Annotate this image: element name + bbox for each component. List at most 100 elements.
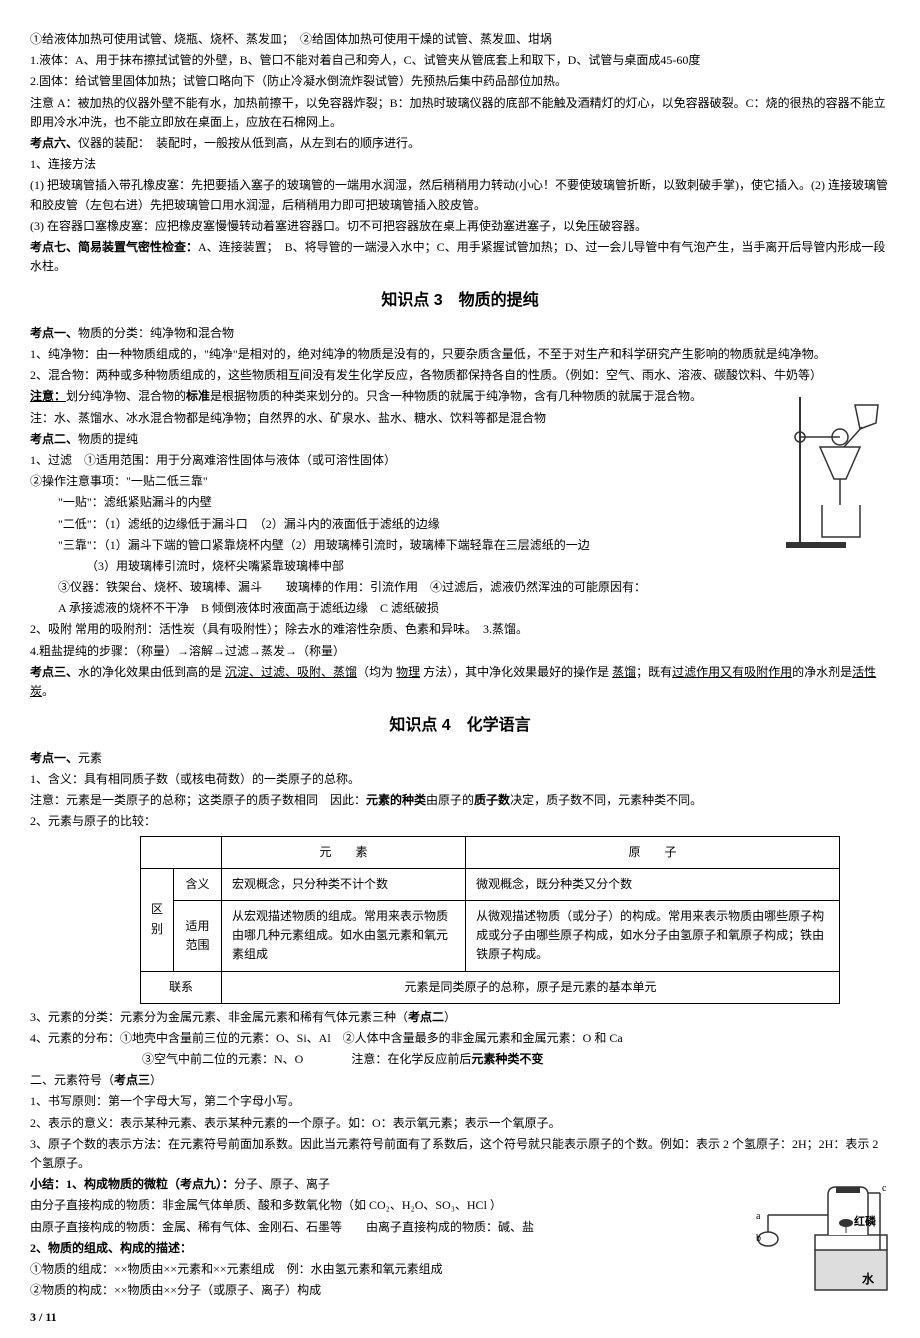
text-span: 考点二 — [408, 1010, 444, 1024]
table-cell: 含义 — [174, 868, 222, 900]
text-span: 3、元素的分类：元素分为金属元素、非金属元素和稀有气体元素三种（ — [30, 1010, 408, 1024]
text-span: 物理 — [396, 665, 420, 679]
text-line: 1、纯净物：由一种物质组成的，"纯净"是相对的，绝对纯净的物质是没有的，只要杂质… — [30, 345, 890, 364]
table-row: 联系 元素是同类原子的总称，原子是元素的基本单元 — [141, 971, 840, 1003]
text-line: ②操作注意事项："一贴二低三靠" — [30, 472, 890, 491]
text-span: 仪器的装配： 装配时，一般按从低到高，从左到右的顺序进行。 — [78, 136, 420, 150]
keypoint-label: 考点二、 — [30, 432, 78, 446]
text-line: 考点二、物质的提纯 — [30, 430, 890, 449]
table-cell: 微观概念，既分种类又分个数 — [466, 868, 840, 900]
diagram-label: 红磷 — [854, 1214, 877, 1228]
table-cell: 宏观概念，只分种类不计个数 — [222, 868, 466, 900]
text-line: 考点六、仪器的装配： 装配时，一般按从低到高，从左到右的顺序进行。 — [30, 134, 890, 153]
page-footer: 3 / 11 — [30, 1308, 890, 1327]
table-cell: 联系 — [141, 971, 222, 1003]
text-span: 。 — [42, 684, 54, 698]
text-line: 2、混合物：两种或多种物质组成的，这些物质相互间没有发生化学反应，各物质都保持各… — [30, 366, 890, 385]
table-header: 原 子 — [466, 836, 840, 868]
text-line: 考点三、水的净化效果由低到高的是 沉淀、过滤、吸附、蒸馏（均为 物理 方法），其… — [30, 663, 890, 701]
text-line: 注意 A：被加热的仪器外壁不能有水，加热前擦干，以免容器炸裂；B：加热时玻璃仪器… — [30, 94, 890, 132]
text-span: 由原子的 — [426, 793, 474, 807]
text-span: 分子、原子、离子 — [234, 1177, 330, 1191]
text-line: 注意：元素是一类原子的总称；这类原子的质子数相同 因此：元素的种类由原子的质子数… — [30, 791, 890, 810]
text-line: 考点七、简易装置气密性检查：A、连接装置； B、将导管的一端浸入水中；C、用手紧… — [30, 238, 890, 276]
text-line: 考点一、物质的分类：纯净物和混合物 — [30, 324, 890, 343]
text-line: 3、原子个数的表示方法：在元素符号前面加系数。因此当元素符号前面有了系数后，这个… — [30, 1135, 890, 1173]
text-span: 方法），其中净化效果最好的操作是 — [420, 665, 612, 679]
text-line: "二低"：（1）滤纸的边缘低于漏斗口 （2）漏斗内的液面低于滤纸的边缘 — [30, 515, 890, 534]
text-line: 二、元素符号（考点三） — [30, 1071, 890, 1090]
table-row: 适用范围 从宏观描述物质的组成。常用来表示物质由哪几种元素组成。如水由氢元素和氧… — [141, 900, 840, 971]
text-line: 1、连接方法 — [30, 155, 890, 174]
text-line: 注意：划分纯净物、混合物的标准是根据物质的种类来划分的。只含一种物质的就属于纯净… — [30, 387, 890, 406]
text-span: 小结：1、构成物质的微粒（考点九）： — [30, 1177, 234, 1191]
table-cell — [141, 836, 222, 868]
text-span: 水的净化效果由低到高的是 — [78, 665, 225, 679]
text-line: 2、吸附 常用的吸附剂：活性炭（具有吸附性）；除去水的难溶性杂质、色素和异味。 … — [30, 620, 890, 639]
text-span: 过滤作用又有吸附作用 — [672, 665, 792, 679]
section-heading: 知识点 3 物质的提纯 — [30, 288, 890, 314]
text-span: ③空气中前二位的元素：N、O 注意：在化学反应前后 — [142, 1052, 471, 1066]
text-line: 注：水、蒸馏水、冰水混合物都是纯净物；自然界的水、矿泉水、盐水、糖水、饮料等都是… — [30, 409, 890, 428]
text-span: 二、元素符号（ — [30, 1073, 114, 1087]
text-span: 蒸馏 — [612, 665, 636, 679]
text-span: 元素 — [78, 751, 102, 765]
text-line: "一贴"：滤纸紧贴漏斗的内壁 — [30, 493, 890, 512]
text-span: 决定，质子数不同，元素种类不同。 — [510, 793, 702, 807]
text-line: (1) 把玻璃管插入带孔橡皮塞：先把要插入塞子的玻璃管的一端用水润湿，然后稍稍用… — [30, 176, 890, 214]
text-span: ） — [150, 1073, 162, 1087]
keypoint-label: 考点六、 — [30, 136, 78, 150]
note-label: 注意： — [30, 389, 66, 403]
table-cell: 从微观描述物质（或分子）的构成。常用来表示物质由哪些原子构成或分子由哪些原子构成… — [466, 900, 840, 971]
text-span: 元素种类不变 — [471, 1052, 543, 1066]
text-line: （3）用玻璃棒引流时，烧杯尖嘴紧靠玻璃棒中部 — [30, 557, 890, 576]
text-line: (3) 在容器口塞橡皮塞：应把橡皮塞慢慢转动着塞进容器口。切不可把容器放在桌上再… — [30, 217, 890, 236]
text-line: 考点一、元素 — [30, 749, 890, 768]
text-span: 沉淀、过滤、吸附、蒸馏 — [225, 665, 357, 679]
text-line: 2、元素与原子的比较： — [30, 812, 890, 831]
combustion-diagram: a b c 红磷 水 — [750, 1175, 890, 1295]
keypoint-label: 考点一、 — [30, 751, 78, 765]
text-span: 注意：元素是一类原子的总称；这类原子的质子数相同 因此： — [30, 793, 366, 807]
text-span: 物质的分类：纯净物和混合物 — [78, 326, 234, 340]
text-line: 4.粗盐提纯的步骤：（称量）→溶解→过滤→蒸发→（称量） — [30, 642, 890, 661]
text-line: 2.固体：给试管里固体加热；试管口略向下（防止冷凝水倒流炸裂试管）先预热后集中药… — [30, 72, 890, 91]
keypoint-label: 考点一、 — [30, 326, 78, 340]
text-line: 4、元素的分布：①地壳中含量前三位的元素：O、Si、Al ②人体中含量最多的非金… — [30, 1029, 890, 1048]
text-line: 1、含义：具有相同质子数（或核电荷数）的一类原子的总称。 — [30, 770, 890, 789]
text-span: 的净水剂是 — [792, 665, 852, 679]
text-line: ③仪器：铁架台、烧杯、玻璃棒、漏斗 玻璃棒的作用：引流作用 ④过滤后，滤液仍然浑… — [30, 578, 890, 597]
text-line: A 承接滤液的烧杯不干净 B 倾倒液体时液面高于滤纸边缘 C 滤纸破损 — [30, 599, 890, 618]
text-line: 2、表示的意义：表示某种元素、表示某种元素的一个原子。如：O：表示氧元素；表示一… — [30, 1114, 890, 1133]
text-span: 质子数 — [474, 793, 510, 807]
keypoint-label: 考点七、简易装置气密性检查： — [30, 240, 198, 254]
diagram-label: c — [882, 1183, 887, 1194]
text-span: ） — [444, 1010, 456, 1024]
table-cell: 从宏观描述物质的组成。常用来表示物质由哪几种元素组成。如水由氢元素和氧元素组成 — [222, 900, 466, 971]
text-span: 元素的种类 — [366, 793, 426, 807]
table-row: 元 素 原 子 — [141, 836, 840, 868]
text-line: 1、过滤 ①适用范围：用于分离难溶性固体与液体（或可溶性固体） — [30, 451, 890, 470]
filtration-diagram — [780, 387, 890, 557]
table-cell: 区别 — [141, 868, 174, 971]
text-span: ；既有 — [636, 665, 672, 679]
text-span: 是根据物质的种类来划分的。只含一种物质的就属于纯净物，含有几种物质的就属于混合物… — [210, 389, 702, 403]
diagram-label: b — [756, 1233, 761, 1244]
table-row: 区别 含义 宏观概念，只分种类不计个数 微观概念，既分种类又分个数 — [141, 868, 840, 900]
comparison-table: 元 素 原 子 区别 含义 宏观概念，只分种类不计个数 微观概念，既分种类又分个… — [140, 836, 840, 1004]
text-line: 1.液体：A、用于抹布擦拭试管的外壁，B、管口不能对着自己和旁人，C、试管夹从管… — [30, 51, 890, 70]
text-span: 考点三 — [114, 1073, 150, 1087]
text-line: ③空气中前二位的元素：N、O 注意：在化学反应前后元素种类不变 — [30, 1050, 890, 1069]
diagram-label: 水 — [862, 1271, 875, 1286]
text-line: ①给液体加热可使用试管、烧瓶、烧杯、蒸发皿； ②给固体加热可使用干燥的试管、蒸发… — [30, 30, 890, 49]
text-line: "三靠"：（1）漏斗下端的管口紧靠烧杯内壁（2）用玻璃棒引流时，玻璃棒下端轻靠在… — [30, 536, 890, 555]
table-cell: 元素是同类原子的总称，原子是元素的基本单元 — [222, 971, 840, 1003]
text-span: 划分纯净物、混合物的 — [66, 389, 186, 403]
text-line: 3、元素的分类：元素分为金属元素、非金属元素和稀有气体元素三种（考点二） — [30, 1008, 890, 1027]
section-heading: 知识点 4 化学语言 — [30, 713, 890, 739]
diagram-label: a — [756, 1211, 761, 1222]
text-span: 标准 — [186, 389, 210, 403]
text-span: 物质的提纯 — [78, 432, 138, 446]
table-header: 元 素 — [222, 836, 466, 868]
keypoint-label: 考点三、 — [30, 665, 78, 679]
